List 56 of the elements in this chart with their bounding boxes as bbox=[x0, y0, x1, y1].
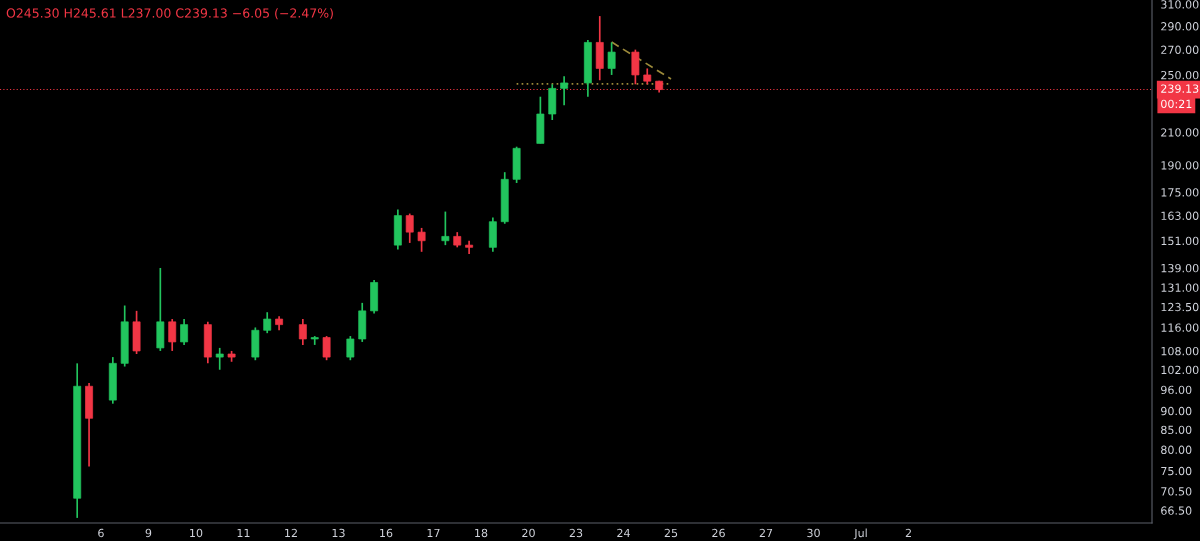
y-tick-label: 270.00 bbox=[1161, 45, 1199, 55]
y-tick-label: 80.00 bbox=[1161, 445, 1192, 454]
y-tick-label: 131.00 bbox=[1161, 283, 1199, 292]
y-tick-label: 290.00 bbox=[1161, 22, 1199, 31]
x-tick-label: 30 bbox=[807, 528, 820, 538]
ref-line-label: 239.13 bbox=[1161, 84, 1199, 93]
candlestick bbox=[168, 318, 177, 352]
candlestick bbox=[215, 347, 224, 371]
y-tick-label: 70.50 bbox=[1161, 487, 1192, 496]
candlestick bbox=[180, 318, 188, 346]
x-tick-label: 17 bbox=[427, 528, 440, 537]
y-tick-label: 75.00 bbox=[1161, 466, 1192, 476]
y-tick-label: 139.00 bbox=[1161, 263, 1199, 273]
x-tick-label: 6 bbox=[98, 528, 104, 538]
x-tick-label: 26 bbox=[712, 528, 725, 538]
x-tick-label: 23 bbox=[569, 528, 583, 538]
x-tick-label: 11 bbox=[237, 528, 250, 537]
candlestick bbox=[417, 227, 426, 253]
x-tick-label: 13 bbox=[332, 528, 345, 538]
x-tick-label: 12 bbox=[285, 528, 297, 537]
y-tick-label: 310.00 bbox=[1161, 0, 1199, 9]
candlestick bbox=[441, 210, 450, 246]
x-tick-label: 9 bbox=[145, 528, 152, 538]
y-tick-label: 175.00 bbox=[1161, 188, 1199, 197]
x-tick-label: 24 bbox=[617, 528, 630, 537]
y-tick-label: 250.00 bbox=[1161, 70, 1199, 80]
y-tick-label: 85.00 bbox=[1161, 425, 1192, 435]
text: 00:21 bbox=[1161, 99, 1192, 109]
x-tick-label: 18 bbox=[475, 528, 488, 538]
x-tick-label: 16 bbox=[380, 528, 393, 538]
y-tick-label: 163.00 bbox=[1161, 211, 1199, 220]
candlestick bbox=[607, 41, 616, 76]
candlestick bbox=[346, 335, 355, 362]
candlestick bbox=[298, 318, 307, 346]
candlestick bbox=[322, 335, 331, 362]
candlestick bbox=[631, 48, 640, 86]
y-tick-label: 90.00 bbox=[1161, 406, 1192, 416]
x-tick-label: 2 bbox=[905, 528, 911, 537]
text: O245.30 H245.61 L237.00 C239.13 −6.05 (−2.47%) bbox=[6, 8, 333, 20]
x-tick-label: 25 bbox=[664, 528, 678, 538]
y-tick-label: 151.00 bbox=[1161, 236, 1199, 246]
candlestick bbox=[263, 311, 272, 334]
y-tick-label: 210.00 bbox=[1161, 128, 1199, 137]
y-tick-label: 190.00 bbox=[1161, 161, 1199, 170]
y-tick-label: 96.00 bbox=[1161, 385, 1192, 395]
y-tick-label: 116.00 bbox=[1161, 323, 1199, 332]
x-tick-label: 10 bbox=[190, 528, 203, 538]
y-tick-label: 66.50 bbox=[1161, 506, 1192, 515]
candlestick bbox=[405, 212, 414, 244]
y-tick-label: 123.50 bbox=[1161, 302, 1199, 312]
y-tick-label: 108.00 bbox=[1161, 346, 1199, 356]
y-tick-label: 102.00 bbox=[1161, 365, 1199, 375]
x-tick-label: 27 bbox=[759, 528, 773, 537]
x-tick-label: Jul bbox=[853, 528, 867, 540]
candlestick bbox=[560, 75, 569, 107]
x-tick-label: 20 bbox=[522, 528, 535, 538]
